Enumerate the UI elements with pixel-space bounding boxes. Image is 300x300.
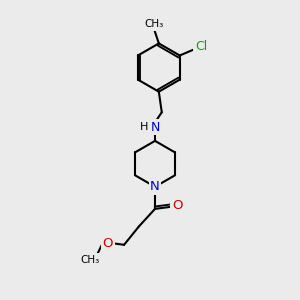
Text: CH₃: CH₃ [81, 254, 100, 265]
Text: Cl: Cl [195, 40, 207, 53]
Text: O: O [103, 237, 113, 250]
Text: N: N [150, 121, 160, 134]
Text: CH₃: CH₃ [145, 19, 164, 29]
Text: H: H [140, 122, 148, 132]
Text: O: O [172, 200, 182, 212]
Text: N: N [150, 180, 160, 193]
